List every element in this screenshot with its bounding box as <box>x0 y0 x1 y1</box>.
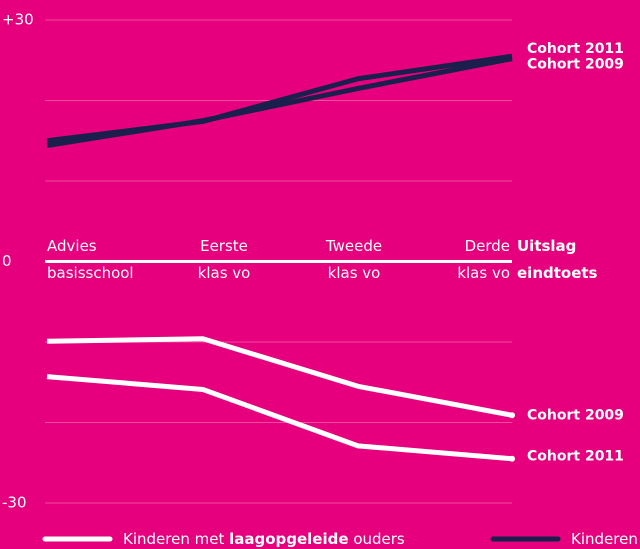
series-line <box>46 336 513 418</box>
x-tick-label: klas vo <box>198 264 251 282</box>
end-dot <box>509 455 515 462</box>
legend-label: Kinderen met laagopgeleide ouders <box>123 530 405 548</box>
x-tick-label: klas vo <box>457 264 510 282</box>
y-tick-label: +30 <box>2 11 34 29</box>
x-tick-label: Tweede <box>325 237 382 255</box>
series-line <box>46 53 513 144</box>
end-dot <box>509 412 515 419</box>
end-label: Uitslag <box>517 237 576 255</box>
legend-text: Kinderen <box>571 530 638 548</box>
x-tick-label: Advies <box>47 237 97 255</box>
end-label: eindtoets <box>517 264 598 282</box>
x-tick-label: Eerste <box>200 237 248 255</box>
x-tick-label: basisschool <box>47 264 134 282</box>
x-tick-label: klas vo <box>328 264 381 282</box>
series-label: Cohort 2009 <box>527 57 624 73</box>
series-line <box>46 56 513 149</box>
series-label: Cohort 2009 <box>527 407 624 423</box>
series-line <box>46 374 513 462</box>
y-tick-label: 0 <box>2 252 12 270</box>
y-tick-label: -30 <box>2 494 27 512</box>
series-label: Cohort 2011 <box>527 449 624 465</box>
legend-label: Kinderen <box>571 530 638 548</box>
legend-text: Kinderen met <box>123 530 229 548</box>
legend-text: laagopgeleide <box>229 530 348 548</box>
legend-text: ouders <box>349 530 405 548</box>
x-tick-label: Derde <box>465 237 510 255</box>
series-label: Cohort 2011 <box>527 41 624 57</box>
